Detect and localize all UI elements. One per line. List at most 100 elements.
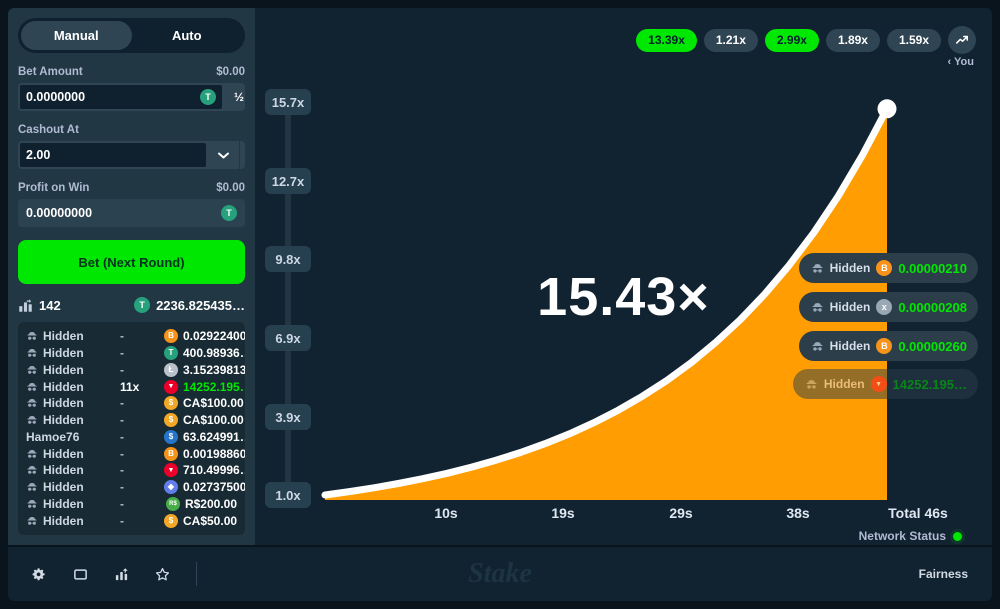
coin-icon: B — [876, 338, 893, 354]
history-pill[interactable]: 1.59x — [886, 28, 941, 52]
bet-button[interactable]: Bet (Next Round) — [18, 240, 245, 284]
y-axis-label: 1.0x — [265, 482, 311, 508]
cashout-at-input[interactable] — [26, 148, 200, 162]
spy-icon — [811, 340, 824, 353]
statistics-button[interactable] — [114, 567, 129, 582]
spy-icon — [26, 414, 38, 426]
crash-curve — [321, 99, 897, 501]
coin-icon: B — [164, 329, 178, 344]
total-wagered: 2236.825435… — [156, 297, 245, 313]
bet-amount-label: Bet Amount — [18, 66, 83, 78]
fairness-button[interactable]: Fairness — [918, 567, 968, 581]
player-row: Hidden - T 400.98936… — [26, 345, 245, 362]
x-axis-label: 10s — [434, 505, 458, 521]
player-row: Hidden - $ CA$100.00 — [26, 412, 244, 429]
y-axis-label: 12.7x — [265, 168, 311, 194]
you-indicator[interactable]: ‹ You — [947, 56, 974, 68]
trend-up-icon — [955, 35, 969, 44]
multiplier-history: 13.39x 1.21x 2.99x 1.89x 1.59x — [636, 26, 976, 54]
spy-icon — [26, 364, 38, 376]
bet-amount-group: T ½ 2x Max — [18, 83, 245, 111]
cashout-at-label: Cashout At — [18, 124, 79, 136]
spy-icon — [26, 464, 38, 476]
podium-bars-icon — [19, 298, 32, 312]
chevron-down-icon — [218, 152, 229, 159]
spy-icon — [805, 378, 818, 391]
x-axis-label: 29s — [669, 505, 693, 521]
profit-field: 0.00000000 T — [18, 199, 245, 227]
game-footer: Stake Fairness — [8, 545, 992, 601]
bet-amount-input[interactable] — [26, 90, 200, 104]
spy-icon — [26, 330, 38, 342]
cashout-increase-button[interactable] — [239, 141, 245, 169]
y-axis-label: 3.9x — [265, 404, 311, 430]
cashout-badge: Hidden B 0.00000260 — [798, 331, 978, 361]
coin-icon: B — [876, 260, 893, 276]
tether-icon: T — [221, 205, 237, 221]
gear-icon — [32, 567, 45, 580]
bet-amount-usd: $0.00 — [216, 66, 245, 78]
player-row: Hidden - $ CA$100.00 — [26, 395, 244, 412]
player-bet-list[interactable]: Hidden - B 0.02922400 Hidden - T 400.98936… — [18, 322, 245, 535]
players-count: 142 — [39, 297, 61, 313]
spy-icon — [26, 481, 38, 493]
tether-icon: T — [134, 297, 151, 313]
tab-auto[interactable]: Auto — [132, 21, 243, 50]
footer-divider — [196, 562, 197, 586]
x-axis-label: 38s — [786, 505, 810, 521]
cashout-badge: Hidden ▼ 14252.195… — [792, 369, 978, 399]
curve-line — [321, 105, 891, 499]
spy-icon — [26, 381, 38, 393]
coin-icon: x — [876, 299, 893, 315]
tether-icon: T — [200, 89, 216, 105]
profit-usd: $0.00 — [216, 182, 245, 194]
spy-icon — [26, 498, 38, 510]
tab-manual[interactable]: Manual — [21, 21, 132, 50]
x-axis-label: 19s — [551, 505, 575, 521]
y-axis-label: 9.8x — [265, 246, 311, 272]
spy-icon — [26, 397, 38, 409]
player-row: Hamoe76 - $63.624991… — [26, 429, 245, 444]
cashout-badge: Hidden B 0.00000210 — [798, 253, 978, 283]
bet-sidebar: Manual Auto Bet Amount $0.00 T ½ 2x Max … — [8, 8, 255, 545]
player-row: Hidden - B 0.02922400 — [26, 328, 245, 345]
coin-icon: Ł — [164, 362, 178, 377]
profit-label: Profit on Win — [18, 182, 90, 194]
spy-icon — [811, 262, 824, 275]
network-status: Network Status — [859, 529, 962, 543]
coin-icon: B — [164, 446, 178, 461]
curve-end-dot — [877, 99, 897, 119]
coin-icon: ▼ — [164, 379, 178, 394]
bet-half-button[interactable]: ½ — [224, 83, 245, 111]
round-stats-row: 142 T 2236.825435… — [18, 293, 245, 317]
current-multiplier: 15.43× — [537, 267, 710, 327]
history-pill[interactable]: 2.99x — [764, 28, 819, 52]
profit-value: 0.00000000 — [26, 206, 93, 220]
cashout-at-group — [18, 141, 245, 169]
x-axis-label: Total 46s — [888, 505, 948, 521]
spy-icon — [811, 301, 824, 314]
coin-icon: $ — [164, 429, 178, 444]
history-pill[interactable]: 13.39x — [636, 28, 697, 52]
favorites-button[interactable] — [155, 567, 170, 582]
star-icon — [155, 567, 170, 580]
coin-icon: $ — [164, 413, 178, 428]
y-axis-label: 6.9x — [265, 325, 311, 351]
spy-icon — [26, 448, 38, 460]
history-pill[interactable]: 1.21x — [703, 28, 758, 52]
player-row: Hidden - Ł 3.15239813 — [26, 362, 245, 379]
player-row: Hidden - $ CA$50.00 — [26, 512, 237, 529]
mode-toggle: Manual Auto — [18, 18, 245, 53]
trend-history-button[interactable] — [948, 26, 976, 54]
settings-button[interactable] — [32, 567, 47, 582]
window-icon — [74, 568, 87, 580]
coin-icon: $ — [164, 513, 178, 528]
cashout-decrease-button[interactable] — [208, 141, 239, 169]
network-status-dot — [953, 531, 962, 541]
coin-icon: ◆ — [164, 480, 178, 495]
player-row: Hidden - B 0.00198860 — [26, 445, 245, 462]
crash-chart-area: 15.43× 15.7x 12.7x 9.8x 6.9x 3.9x 1.0x 1… — [255, 8, 992, 545]
history-pill[interactable]: 1.89x — [825, 28, 880, 52]
live-stats-button[interactable] — [73, 567, 88, 582]
coin-icon: ▼ — [164, 463, 178, 478]
